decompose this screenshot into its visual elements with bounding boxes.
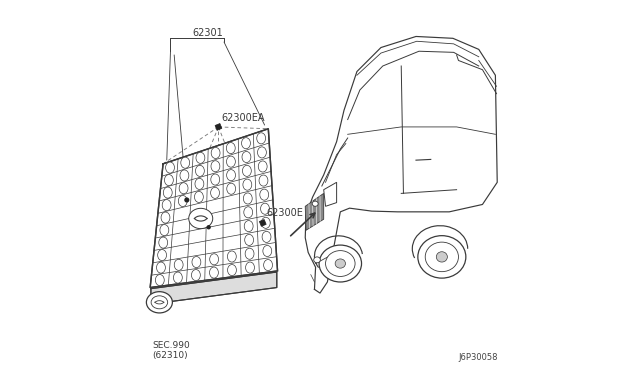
Ellipse shape	[227, 156, 236, 167]
Ellipse shape	[156, 275, 164, 286]
Text: J6P30058: J6P30058	[458, 353, 498, 362]
Ellipse shape	[195, 191, 204, 202]
Ellipse shape	[157, 250, 166, 261]
Ellipse shape	[192, 257, 201, 267]
Ellipse shape	[211, 147, 220, 158]
Ellipse shape	[162, 199, 171, 211]
Text: 62300EA: 62300EA	[221, 113, 265, 123]
Ellipse shape	[179, 195, 187, 206]
Ellipse shape	[418, 235, 466, 278]
Ellipse shape	[227, 251, 236, 262]
Ellipse shape	[312, 201, 318, 206]
Ellipse shape	[245, 248, 254, 259]
Ellipse shape	[260, 203, 269, 214]
Ellipse shape	[263, 246, 272, 257]
Ellipse shape	[227, 142, 236, 154]
Polygon shape	[305, 193, 324, 230]
Ellipse shape	[262, 231, 271, 243]
Ellipse shape	[166, 162, 175, 173]
Ellipse shape	[179, 183, 188, 194]
Ellipse shape	[174, 259, 183, 270]
Ellipse shape	[157, 262, 165, 273]
Ellipse shape	[243, 179, 252, 190]
Ellipse shape	[209, 267, 218, 278]
Ellipse shape	[259, 161, 267, 172]
Polygon shape	[150, 129, 278, 288]
Ellipse shape	[241, 138, 250, 149]
Ellipse shape	[326, 251, 355, 276]
Ellipse shape	[151, 296, 168, 309]
Ellipse shape	[436, 252, 447, 262]
Ellipse shape	[211, 161, 220, 172]
Ellipse shape	[244, 234, 253, 246]
Ellipse shape	[227, 183, 236, 194]
Ellipse shape	[261, 217, 270, 228]
Ellipse shape	[173, 272, 182, 283]
Text: SEC.990
(62310): SEC.990 (62310)	[152, 341, 189, 360]
Ellipse shape	[211, 187, 220, 198]
Ellipse shape	[195, 178, 204, 189]
Ellipse shape	[260, 189, 269, 200]
Ellipse shape	[264, 260, 273, 270]
Circle shape	[207, 226, 210, 229]
Polygon shape	[305, 36, 497, 293]
Ellipse shape	[227, 170, 236, 181]
Ellipse shape	[335, 259, 346, 268]
Ellipse shape	[159, 237, 168, 248]
Ellipse shape	[228, 264, 236, 276]
Ellipse shape	[195, 165, 204, 176]
Ellipse shape	[259, 175, 268, 186]
Ellipse shape	[180, 157, 189, 168]
Ellipse shape	[244, 207, 253, 218]
Text: 62301: 62301	[193, 28, 223, 38]
Ellipse shape	[161, 212, 170, 223]
Ellipse shape	[314, 257, 321, 263]
Ellipse shape	[180, 170, 189, 181]
Ellipse shape	[243, 165, 252, 176]
Ellipse shape	[243, 193, 252, 204]
Ellipse shape	[246, 262, 255, 273]
Ellipse shape	[425, 242, 458, 272]
Polygon shape	[151, 272, 277, 304]
Ellipse shape	[163, 187, 172, 198]
Ellipse shape	[147, 292, 172, 313]
Polygon shape	[324, 182, 337, 206]
Text: 62300E: 62300E	[266, 208, 303, 218]
Ellipse shape	[257, 147, 266, 158]
Ellipse shape	[244, 221, 253, 232]
Ellipse shape	[191, 270, 200, 280]
Ellipse shape	[189, 208, 212, 229]
Ellipse shape	[242, 151, 251, 163]
Ellipse shape	[211, 174, 220, 185]
Ellipse shape	[257, 133, 266, 144]
Ellipse shape	[160, 225, 169, 235]
Ellipse shape	[164, 174, 173, 186]
Ellipse shape	[210, 254, 218, 265]
Ellipse shape	[319, 245, 362, 282]
Circle shape	[185, 198, 189, 202]
Ellipse shape	[196, 152, 205, 163]
